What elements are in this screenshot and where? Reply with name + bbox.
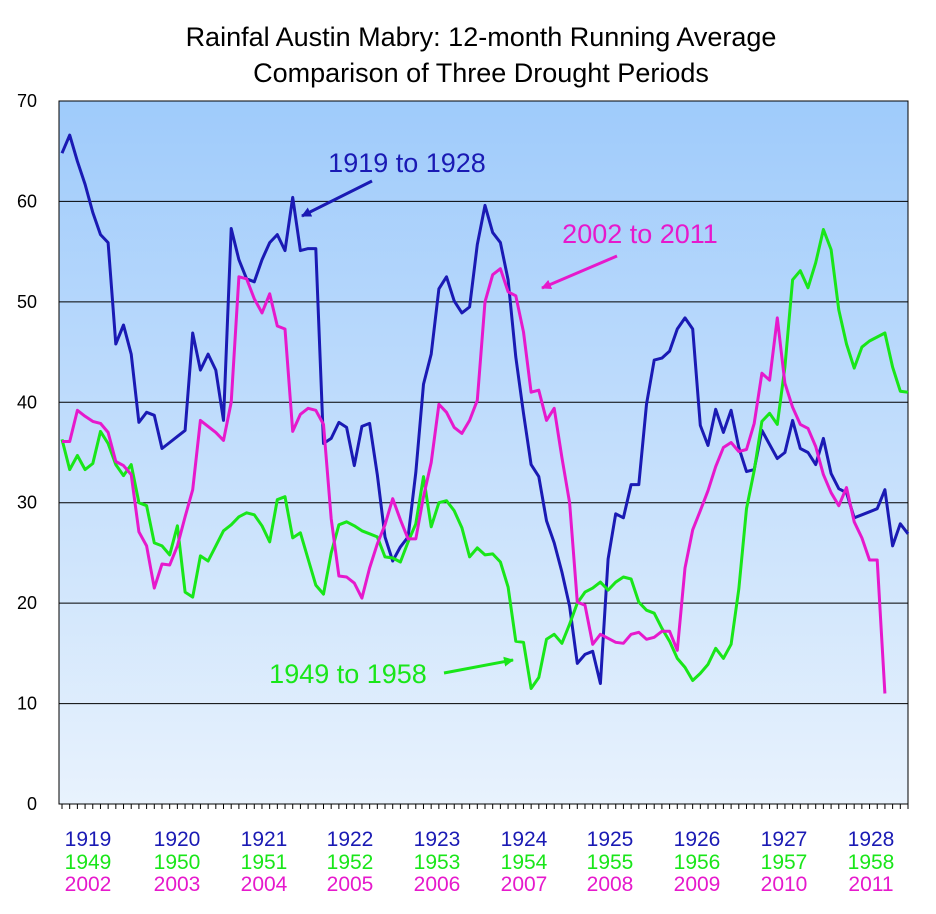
series-line-2 [60, 228, 909, 690]
x-tick-label: 2004 [241, 873, 288, 896]
y-tick-label: 70 [17, 91, 37, 111]
x-tick-label: 1926 [674, 828, 721, 851]
x-tick-label: 1958 [848, 851, 895, 874]
x-tick-label: 1921 [241, 828, 288, 851]
x-tick-label: 1957 [761, 851, 808, 874]
annotation-label: 2002 to 2011 [562, 219, 718, 249]
y-tick-label: 40 [17, 392, 37, 412]
x-axis-labels: 1919 1920 1921 1922 1923 1924 1925 1926 1927 1928… [65, 828, 895, 896]
y-axis-ticks: 0 10 20 30 40 50 60 70 [17, 91, 37, 814]
x-tick-label: 1919 [65, 828, 112, 851]
x-tick-label: 2007 [501, 873, 548, 896]
x-tick-label: 1925 [587, 828, 634, 851]
annotation-label: 1949 to 1958 [269, 659, 427, 689]
annotation-arrow [443, 656, 514, 675]
annotations: 1919 to 1928 2002 to 2011 1949 to 1958 [269, 148, 718, 689]
annotation-label: 1919 to 1928 [328, 148, 486, 178]
x-tick-label: 1955 [587, 851, 634, 874]
x-axis-minor-ticks [61, 804, 909, 809]
x-tick-label: 1954 [501, 851, 548, 874]
y-tick-label: 20 [17, 593, 37, 613]
x-tick-label: 1952 [327, 851, 374, 874]
x-tick-label: 1951 [241, 851, 288, 874]
y-tick-label: 30 [17, 493, 37, 513]
x-tick-label: 2011 [848, 873, 893, 896]
y-tick-label: 10 [17, 694, 37, 714]
series-lines [60, 133, 910, 694]
x-tick-label: 2005 [327, 873, 374, 896]
x-tick-label: 2002 [65, 873, 112, 896]
x-tick-label: 1950 [154, 851, 201, 874]
x-tick-label: 2006 [414, 873, 461, 896]
x-tick-label: 1927 [761, 828, 808, 851]
x-tick-label: 1928 [848, 828, 895, 851]
chart-subtitle: Comparison of Three Drought Periods [253, 58, 709, 88]
x-tick-label: 2008 [587, 873, 634, 896]
x-tick-label: 2010 [761, 873, 808, 896]
y-tick-label: 60 [17, 191, 37, 211]
x-tick-label: 1949 [65, 851, 112, 874]
x-tick-label: 2009 [674, 873, 721, 896]
x-tick-label: 2003 [154, 873, 201, 896]
x-tick-label: 1923 [414, 828, 461, 851]
series-line-3 [62, 267, 887, 694]
x-tick-label: 1956 [674, 851, 721, 874]
series-line-1 [60, 133, 910, 685]
annotation-arrow [541, 254, 618, 290]
x-tick-label: 1953 [414, 851, 461, 874]
x-tick-label: 1922 [327, 828, 374, 851]
chart-title: Rainfal Austin Mabry: 12-month Running A… [186, 22, 777, 52]
annotation-arrow [301, 179, 373, 218]
y-tick-label: 0 [27, 794, 37, 814]
x-tick-label: 1924 [501, 828, 548, 851]
y-tick-label: 50 [17, 292, 37, 312]
x-tick-label: 1920 [154, 828, 201, 851]
